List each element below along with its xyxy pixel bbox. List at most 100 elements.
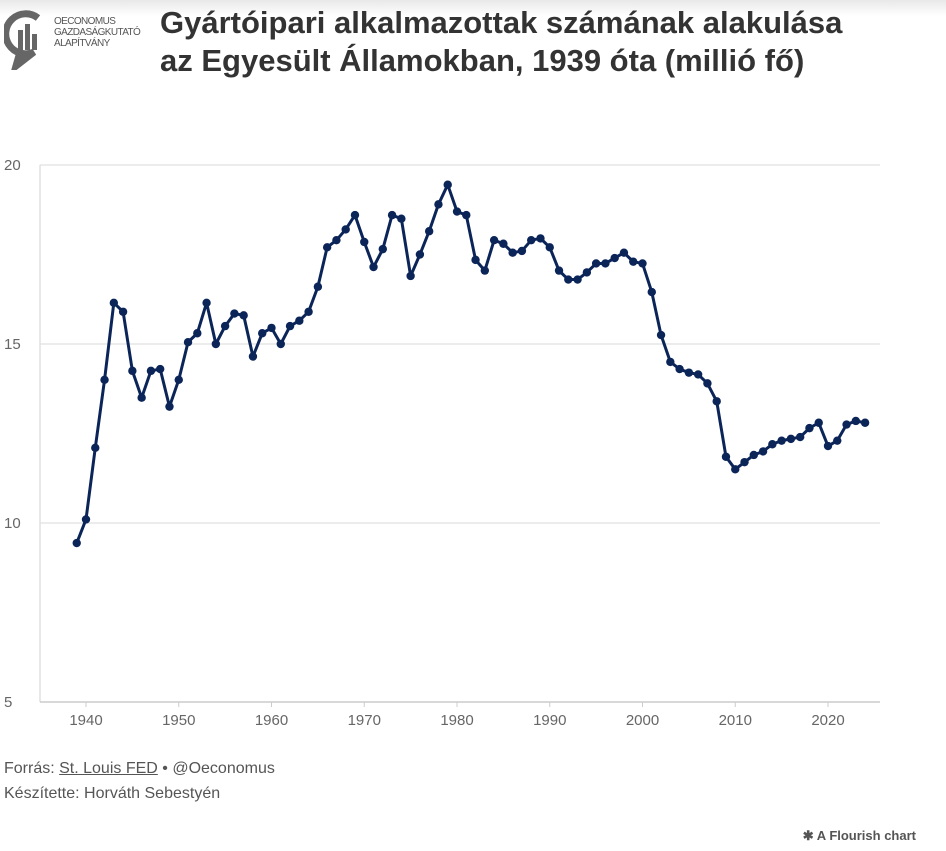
data-point xyxy=(805,423,814,433)
data-point xyxy=(536,234,545,243)
x-tick-label: 2000 xyxy=(626,712,659,729)
data-point xyxy=(146,366,156,376)
data-point xyxy=(109,298,119,308)
data-point xyxy=(823,441,833,451)
logo-text: OECONOMUS GAZDASÁGKUTATÓ ALAPÍTVÁNY xyxy=(54,16,144,49)
data-point xyxy=(554,266,564,275)
x-tick-label: 1980 xyxy=(440,712,473,729)
top-bar xyxy=(0,0,946,16)
x-tick-label: 1990 xyxy=(533,712,566,729)
data-point xyxy=(91,443,100,453)
data-point xyxy=(582,268,592,277)
flourish-star-icon: ✱ xyxy=(802,828,814,843)
x-tick-label: 1960 xyxy=(255,712,288,729)
data-point xyxy=(842,420,851,429)
data-point xyxy=(591,259,601,268)
data-point xyxy=(174,375,183,384)
data-point xyxy=(128,366,137,376)
data-point xyxy=(833,436,842,445)
data-point xyxy=(341,225,350,234)
x-tick-label: 1950 xyxy=(162,712,195,729)
x-tick-label: 1940 xyxy=(69,712,102,729)
data-point xyxy=(137,393,146,402)
data-point xyxy=(471,255,480,265)
flourish-label: A Flourish chart xyxy=(816,828,916,843)
x-tick-label: 2020 xyxy=(811,712,844,729)
separator: • xyxy=(162,760,168,777)
series-line xyxy=(75,183,866,544)
data-point xyxy=(619,248,629,257)
data-point xyxy=(118,307,128,316)
data-point xyxy=(267,323,276,333)
source-label: Forrás: xyxy=(4,760,55,777)
data-point xyxy=(721,452,731,461)
y-tick-label: 20 xyxy=(4,157,21,174)
data-point xyxy=(666,357,675,367)
data-point xyxy=(295,316,304,325)
data-point xyxy=(499,239,508,248)
data-point xyxy=(795,432,805,442)
author-credit: Készítette: Horváth Sebestyén xyxy=(4,785,221,802)
oeconomus-logo: OECONOMUS GAZDASÁGKUTATÓ ALAPÍTVÁNY xyxy=(4,4,144,70)
data-point xyxy=(230,309,239,318)
data-point xyxy=(740,457,749,467)
data-point xyxy=(545,243,554,252)
logo-line: OECONOMUS xyxy=(54,16,116,27)
data-point xyxy=(378,244,387,254)
data-point xyxy=(758,447,768,456)
data-point xyxy=(851,416,861,426)
data-point xyxy=(452,207,462,216)
data-point xyxy=(387,210,397,220)
logo-icon xyxy=(4,10,41,70)
data-point xyxy=(156,364,165,374)
data-point xyxy=(258,329,267,338)
data-point xyxy=(860,418,870,427)
data-point xyxy=(424,227,434,236)
source-link[interactable]: St. Louis FED xyxy=(59,760,158,777)
data-point xyxy=(573,275,582,284)
logo-line: GAZDASÁGKUTATÓ xyxy=(54,27,141,38)
data-point xyxy=(693,370,703,379)
y-tick-label: 5 xyxy=(4,694,12,711)
data-point xyxy=(527,235,536,245)
x-tick-label: 1970 xyxy=(348,712,381,729)
data-point xyxy=(202,298,211,308)
data-point xyxy=(731,465,740,474)
data-point xyxy=(601,259,610,268)
data-point xyxy=(304,307,313,316)
data-point xyxy=(629,257,638,266)
data-point xyxy=(675,364,684,374)
flourish-credit[interactable]: ✱ A Flourish chart xyxy=(803,828,916,844)
data-point xyxy=(434,200,443,209)
data-point xyxy=(313,282,323,291)
data-point xyxy=(81,515,91,524)
data-point xyxy=(749,450,758,460)
data-point xyxy=(786,434,796,444)
data-point xyxy=(276,339,285,349)
data-point xyxy=(480,266,490,275)
data-point xyxy=(647,287,656,297)
chart-title: Gyártóipari alkalmazottak számának alaku… xyxy=(160,5,843,78)
data-point xyxy=(564,275,573,284)
line-chart: 5 10 15 20 1940 1950 1960 1970 1980 1990 2000 2010 2… xyxy=(4,157,880,729)
data-point xyxy=(248,352,258,361)
data-point xyxy=(211,339,221,349)
data-point xyxy=(684,368,694,377)
data-point xyxy=(638,259,647,268)
data-point xyxy=(777,436,786,445)
x-tick-label: 2010 xyxy=(719,712,752,729)
y-tick-label: 15 xyxy=(4,336,21,353)
data-point xyxy=(350,210,360,220)
data-point xyxy=(508,248,517,257)
logo-line: ALAPÍTVÁNY xyxy=(54,38,110,49)
data-point xyxy=(814,418,823,427)
data-point xyxy=(462,210,471,220)
data-point xyxy=(703,379,712,388)
data-point xyxy=(406,271,415,281)
data-point xyxy=(285,321,295,331)
data-point xyxy=(489,235,499,245)
data-point xyxy=(768,440,777,449)
handle: @Oeconomus xyxy=(172,760,275,777)
data-point xyxy=(415,250,425,259)
data-point xyxy=(193,329,202,338)
